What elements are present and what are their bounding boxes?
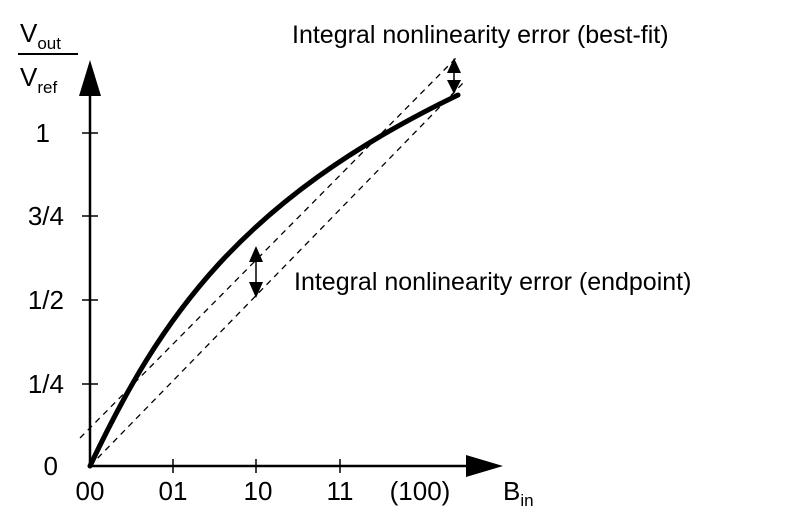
x-tick-label: 10 [244,476,273,506]
x-tick-label: 00 [76,476,105,506]
x-tick-label: (100) [390,476,451,506]
y-tick-label: 1 [36,118,50,148]
x-axis-label: Bin [503,476,534,510]
x-axis-arrowhead [466,455,503,477]
best-fit-line [79,56,458,439]
best-fit-error-arrow [447,58,461,94]
y-tick-label: 0 [44,451,58,481]
x-tick-label: 11 [327,476,354,506]
svg-text:Vout: Vout [20,18,61,53]
best-fit-annotation: Integral nonlinearity error (best-fit) [292,21,669,49]
endpoint-annotation: Integral nonlinearity error (endpoint) [294,268,691,296]
transfer-curve [87,92,461,469]
y-axis-arrowhead [79,60,101,96]
y-axis-label: Vout Vref [18,18,78,97]
endpoint-error-arrow [249,246,263,298]
svg-text:Vref: Vref [20,62,57,97]
endpoint-line [89,79,467,467]
x-tick-label: 01 [159,476,188,506]
y-tick-label: 1/4 [28,369,64,399]
y-tick-label: 3/4 [28,201,64,231]
y-tick-label: 1/2 [28,285,64,315]
